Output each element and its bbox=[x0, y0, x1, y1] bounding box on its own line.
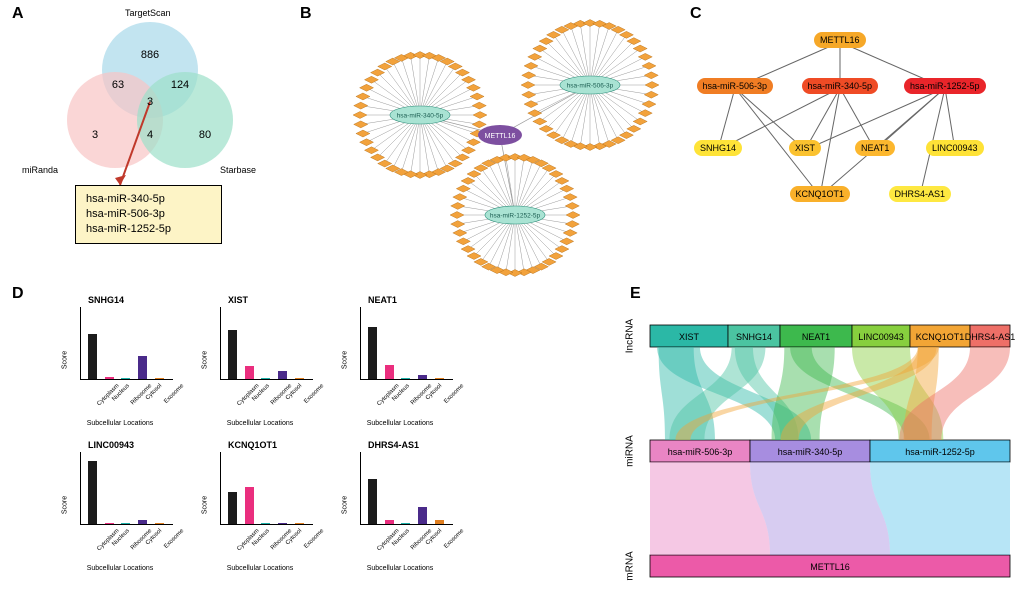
network-c-node-m506: hsa-miR-506-3p bbox=[697, 78, 774, 94]
panel-label-d: D bbox=[12, 285, 24, 303]
bar bbox=[155, 523, 164, 524]
bar bbox=[245, 366, 254, 379]
svg-text:hsa-miR-340-5p: hsa-miR-340-5p bbox=[778, 447, 843, 457]
bar bbox=[368, 479, 377, 524]
bar bbox=[88, 461, 97, 524]
network-c-edges bbox=[0, 0, 1020, 260]
barplot-tick: Exosome bbox=[443, 528, 465, 550]
bar bbox=[278, 523, 287, 524]
barplot-title: DHRS4-AS1 bbox=[368, 440, 419, 450]
svg-text:NEAT1: NEAT1 bbox=[802, 332, 830, 342]
barplot-dhrs4-as1: DHRS4-AS1ScoreSubcellular LocationsCytop… bbox=[340, 440, 460, 570]
bar bbox=[385, 520, 394, 524]
svg-text:hsa-miR-1252-5p: hsa-miR-1252-5p bbox=[905, 447, 975, 457]
bar bbox=[138, 520, 147, 524]
bar bbox=[121, 378, 130, 379]
bar bbox=[435, 520, 444, 524]
barplot-title: NEAT1 bbox=[368, 295, 397, 305]
svg-text:mRNA: mRNA bbox=[625, 551, 636, 581]
barplot-ylabel: Score bbox=[202, 496, 209, 514]
barplot-linc00943: LINC00943ScoreSubcellular LocationsCytop… bbox=[60, 440, 180, 570]
network-c-node-neat1: NEAT1 bbox=[855, 140, 895, 156]
bar bbox=[385, 365, 394, 379]
bar bbox=[278, 371, 287, 379]
svg-text:IncRNA: IncRNA bbox=[625, 318, 636, 353]
svg-text:miRNA: miRNA bbox=[625, 435, 636, 467]
svg-text:DHRS4-AS1: DHRS4-AS1 bbox=[965, 332, 1016, 342]
barplot-tick: Exosome bbox=[303, 528, 325, 550]
bar bbox=[368, 327, 377, 379]
barplot-ylabel: Score bbox=[342, 496, 349, 514]
barplot-tick: Exosome bbox=[163, 528, 185, 550]
bar bbox=[295, 378, 304, 379]
svg-text:hsa-miR-506-3p: hsa-miR-506-3p bbox=[668, 447, 733, 457]
bar bbox=[228, 492, 237, 524]
svg-text:METTL16: METTL16 bbox=[810, 562, 850, 572]
bar bbox=[418, 507, 427, 524]
bar bbox=[105, 377, 114, 379]
bar bbox=[245, 487, 254, 524]
network-c-node-mettl16: METTL16 bbox=[814, 32, 866, 48]
bar bbox=[88, 334, 97, 379]
barplot-title: XIST bbox=[228, 295, 248, 305]
barplot-ylabel: Score bbox=[62, 496, 69, 514]
bar bbox=[418, 375, 427, 379]
network-c-node-kcnq: KCNQ1OT1 bbox=[790, 186, 851, 202]
barplot-xist: XISTScoreSubcellular LocationsCytoplasmN… bbox=[200, 295, 320, 425]
bar bbox=[401, 378, 410, 379]
barplot-xlabel: Subcellular Locations bbox=[60, 420, 180, 427]
bar bbox=[435, 378, 444, 379]
bar bbox=[261, 378, 270, 379]
barplot-title: KCNQ1OT1 bbox=[228, 440, 277, 450]
network-c-node-linc: LINC00943 bbox=[926, 140, 984, 156]
barplot-ylabel: Score bbox=[202, 351, 209, 369]
barplot-xlabel: Subcellular Locations bbox=[340, 565, 460, 572]
barplot-xlabel: Subcellular Locations bbox=[200, 420, 320, 427]
barplot-tick: Exosome bbox=[303, 383, 325, 405]
sankey-diagram: XIST SNHG14 NEAT1 LINC00943 KCNQ1OT1DHRS4-AS… bbox=[610, 300, 1020, 590]
barplot-kcnq1ot1: KCNQ1OT1ScoreSubcellular LocationsCytopl… bbox=[200, 440, 320, 570]
bar bbox=[138, 356, 147, 379]
barplot-ylabel: Score bbox=[62, 351, 69, 369]
svg-text:LINC00943: LINC00943 bbox=[858, 332, 904, 342]
barplot-title: SNHG14 bbox=[88, 295, 124, 305]
barplot-tick: Exosome bbox=[443, 383, 465, 405]
barplot-title: LINC00943 bbox=[88, 440, 134, 450]
svg-text:XIST: XIST bbox=[679, 332, 700, 342]
network-c-node-xist: XIST bbox=[789, 140, 821, 156]
barplot-xlabel: Subcellular Locations bbox=[340, 420, 460, 427]
bar bbox=[295, 523, 304, 524]
bar bbox=[105, 523, 114, 524]
network-c-node-m1252: hsa-miR-1252-5p bbox=[904, 78, 986, 94]
svg-text:SNHG14: SNHG14 bbox=[736, 332, 772, 342]
bar bbox=[121, 523, 130, 524]
bar bbox=[261, 523, 270, 524]
bar bbox=[228, 330, 237, 379]
bar bbox=[155, 378, 164, 379]
network-c-node-snhg14: SNHG14 bbox=[694, 140, 742, 156]
svg-text:KCNQ1OT1: KCNQ1OT1 bbox=[916, 332, 965, 342]
barplot-tick: Exosome bbox=[163, 383, 185, 405]
network-c-node-m340: hsa-miR-340-5p bbox=[802, 78, 879, 94]
barplot-snhg14: SNHG14ScoreSubcellular LocationsCytoplas… bbox=[60, 295, 180, 425]
barplot-ylabel: Score bbox=[342, 351, 349, 369]
network-c-node-dhrs: DHRS4-AS1 bbox=[889, 186, 952, 202]
barplot-neat1: NEAT1ScoreSubcellular LocationsCytoplasm… bbox=[340, 295, 460, 425]
bar bbox=[401, 523, 410, 524]
barplot-xlabel: Subcellular Locations bbox=[60, 565, 180, 572]
barplot-xlabel: Subcellular Locations bbox=[200, 565, 320, 572]
